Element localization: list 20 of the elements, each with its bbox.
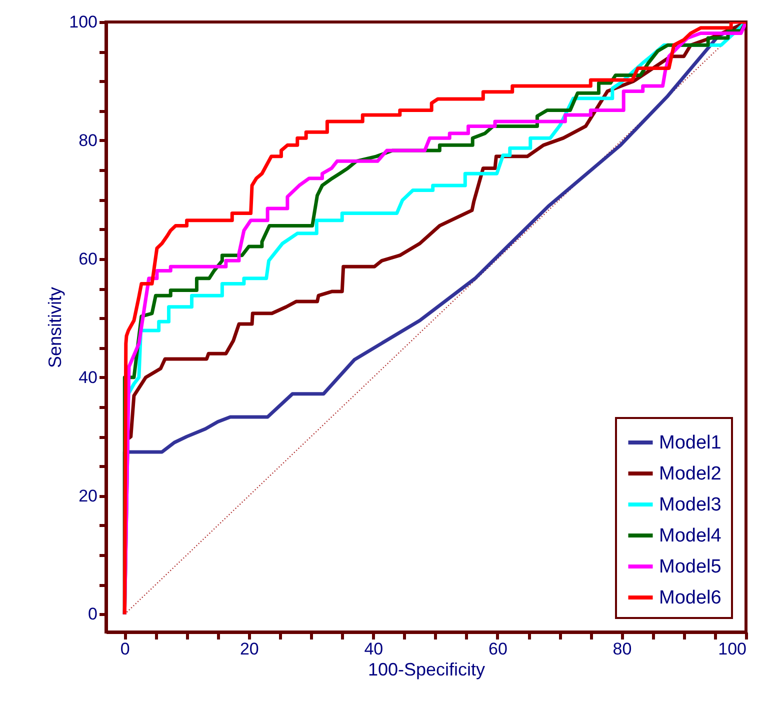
y-tick-label: 80: [78, 130, 98, 150]
legend-label: Model2: [659, 464, 722, 484]
y-tick-label: 60: [78, 249, 98, 268]
legend-label: Model5: [659, 556, 722, 578]
y-tick-label: 0: [88, 604, 98, 624]
x-tick-label: 40: [364, 640, 384, 658]
y-tick-label: 40: [78, 368, 98, 387]
x-tick-label: 100: [718, 640, 746, 658]
y-tick-label: 20: [78, 486, 98, 506]
y-tick-label: 100: [69, 12, 98, 32]
x-tick-label: 0: [120, 640, 130, 658]
x-tick-label: 20: [240, 640, 259, 658]
x-tick-label: 60: [488, 640, 508, 658]
legend-label: Model1: [659, 432, 722, 454]
legend-label: Model4: [659, 526, 722, 546]
x-axis-title: 100-Specificity: [368, 660, 486, 680]
x-tick-label: 80: [612, 640, 632, 658]
y-axis-title: Sensitivity: [45, 286, 66, 368]
legend-label: Model6: [659, 588, 722, 608]
legend-label: Model3: [659, 494, 722, 516]
